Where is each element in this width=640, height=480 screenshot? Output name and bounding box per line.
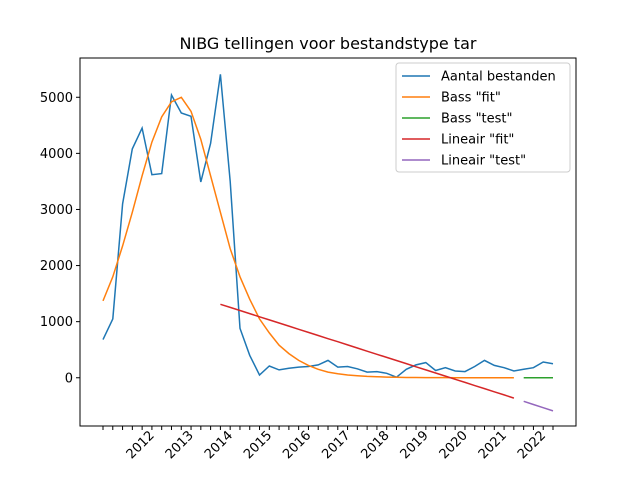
y-tick-label: 0: [65, 371, 73, 386]
y-tick-label: 3000: [40, 203, 73, 218]
y-tick-label: 2000: [40, 259, 73, 274]
series-line: [523, 400, 554, 412]
x-tick-label: 2014: [202, 428, 236, 462]
x-tick-label: 2013: [163, 428, 197, 462]
x-tick-label: 2021: [476, 428, 510, 462]
x-tick-label: 2012: [124, 428, 158, 462]
x-tick-label: 2016: [280, 428, 314, 462]
legend-label: Aantal bestanden: [441, 70, 556, 85]
series-line: [102, 96, 514, 379]
x-tick-label: 2017: [319, 428, 353, 462]
legend-frame: [395, 62, 571, 173]
x-tick-label: 2018: [359, 428, 393, 462]
legend-label: Lineair "test": [441, 154, 526, 169]
x-tick-label: 2015: [241, 428, 275, 462]
y-tick-label: 4000: [40, 147, 73, 162]
x-tick-label: 2022: [515, 428, 549, 462]
legend-label: Bass "fit": [441, 91, 501, 106]
legend-label: Lineair "fit": [441, 133, 514, 148]
x-tick-label: 2019: [398, 428, 432, 462]
chart-title: NIBG tellingen voor bestandstype tar: [180, 34, 477, 53]
series-line: [102, 74, 554, 379]
legend: Aantal bestanden Bass "fit" Bass "test" Lin…: [395, 62, 571, 173]
series-line: [220, 303, 515, 399]
y-tick-label: 5000: [40, 91, 73, 106]
y-tick-label: 1000: [40, 315, 73, 330]
x-tick-label: 2020: [437, 428, 471, 462]
legend-label: Bass "test": [441, 112, 513, 127]
